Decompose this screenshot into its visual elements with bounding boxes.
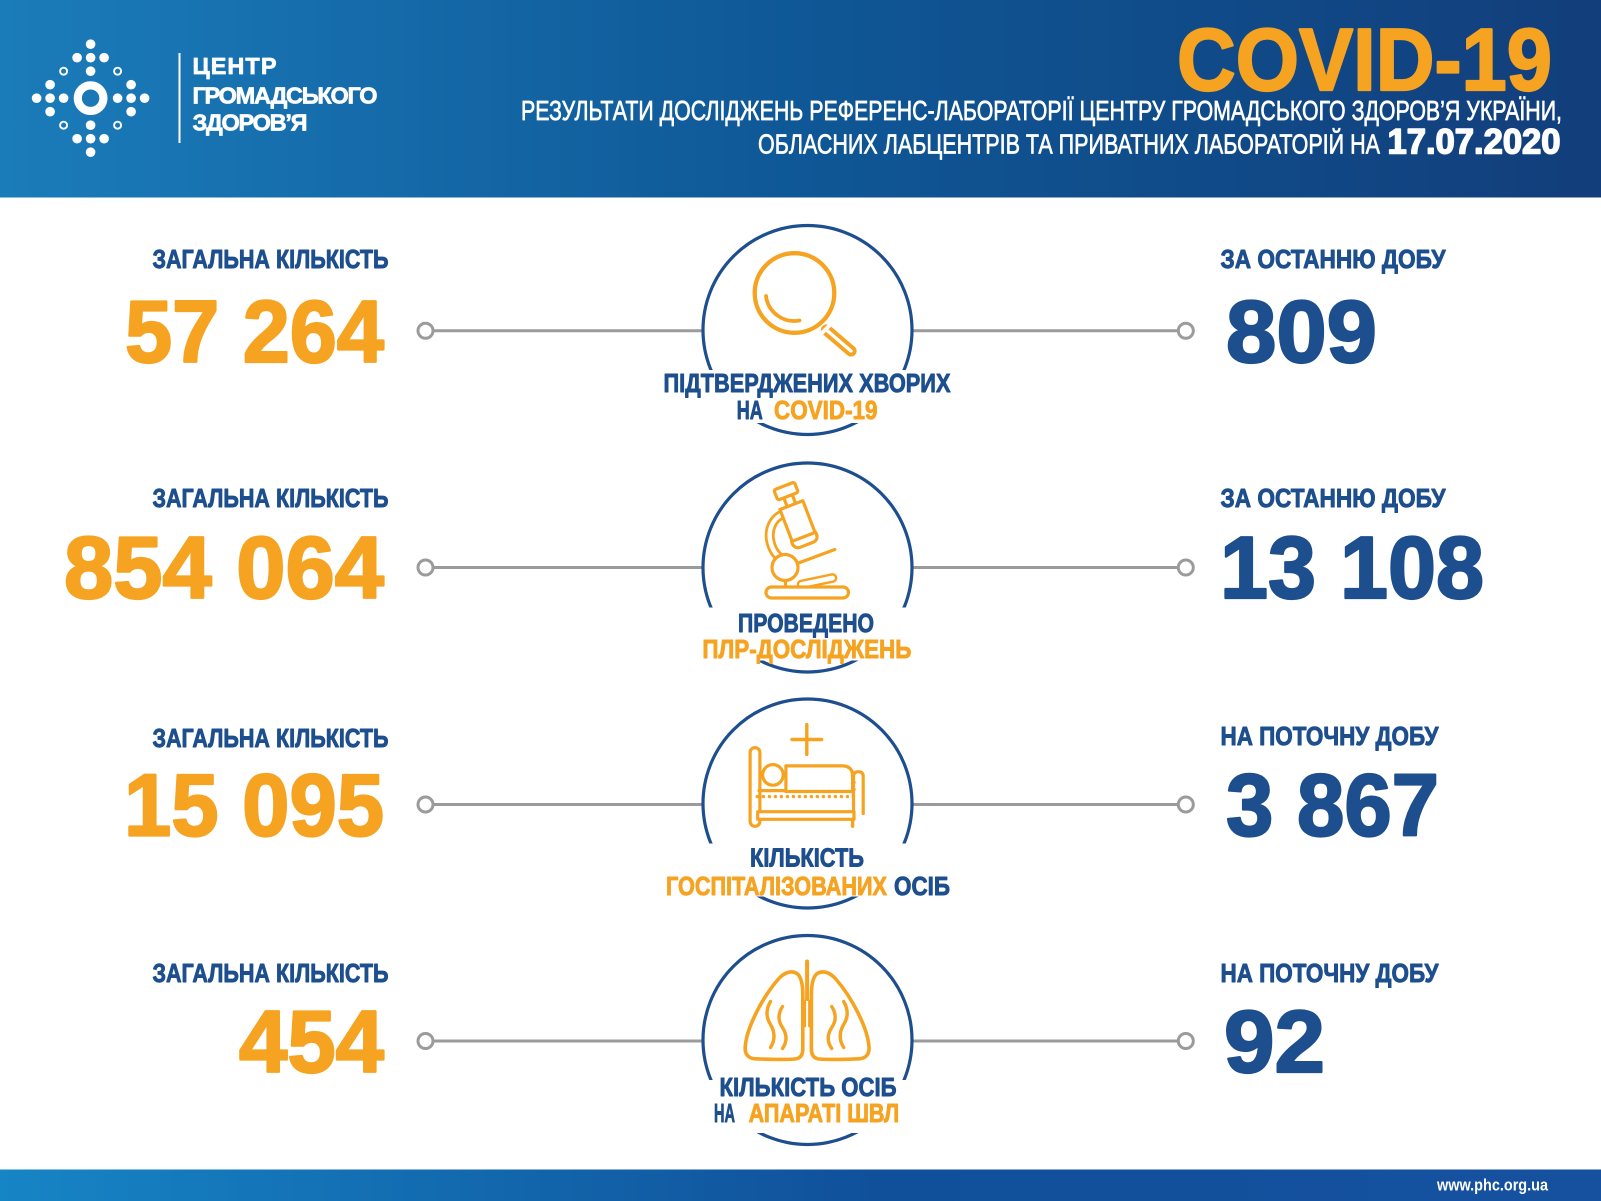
svg-text:809: 809: [1226, 282, 1377, 381]
svg-text:ЗАГАЛЬНА КІЛЬКІСТЬ: ЗАГАЛЬНА КІЛЬКІСТЬ: [153, 958, 389, 988]
svg-text:ПРОВЕДЕНО: ПРОВЕДЕНО: [738, 608, 874, 638]
svg-text:ЦЕНТР: ЦЕНТР: [193, 53, 277, 79]
svg-text:НА: НА: [714, 1098, 735, 1128]
svg-text:ОСІБ: ОСІБ: [894, 871, 950, 901]
svg-text:ЗА ОСТАННЮ ДОБУ: ЗА ОСТАННЮ ДОБУ: [1221, 483, 1447, 513]
svg-text:ПЛР-ДОСЛІДЖЕНЬ: ПЛР-ДОСЛІДЖЕНЬ: [702, 634, 911, 664]
svg-text:854 064: 854 064: [64, 518, 384, 617]
svg-text:КІЛЬКІСТЬ: КІЛЬКІСТЬ: [750, 843, 864, 873]
svg-text:454: 454: [239, 992, 384, 1091]
svg-text:НА: НА: [737, 395, 763, 425]
svg-text:57 264: 57 264: [125, 282, 384, 381]
svg-text:ГРОМАДСЬКОГО: ГРОМАДСЬКОГО: [193, 82, 378, 108]
svg-text:COVID-19: COVID-19: [1177, 10, 1552, 109]
svg-text:НА ПОТОЧНУ ДОБУ: НА ПОТОЧНУ ДОБУ: [1221, 721, 1440, 751]
svg-text:АПАРАТІ ШВЛ: АПАРАТІ ШВЛ: [749, 1098, 900, 1128]
svg-text:COVID-19: COVID-19: [774, 395, 878, 425]
svg-text:ЗАГАЛЬНА КІЛЬКІСТЬ: ЗАГАЛЬНА КІЛЬКІСТЬ: [153, 244, 389, 274]
svg-text:ПІДТВЕРДЖЕНИХ ХВОРИХ: ПІДТВЕРДЖЕНИХ ХВОРИХ: [664, 368, 952, 398]
svg-text:ЗА ОСТАННЮ ДОБУ: ЗА ОСТАННЮ ДОБУ: [1221, 244, 1447, 274]
svg-text:92: 92: [1224, 992, 1325, 1091]
svg-text:ЗДОРОВ’Я: ЗДОРОВ’Я: [193, 110, 308, 136]
svg-text:ОБЛАСНИХ ЛАБЦЕНТРІВ ТА ПРИВАТН: ОБЛАСНИХ ЛАБЦЕНТРІВ ТА ПРИВАТНИХ ЛАБОРАТ…: [758, 129, 1380, 160]
svg-text:РЕЗУЛЬТАТИ ДОСЛІДЖЕНЬ РЕФЕРЕНС: РЕЗУЛЬТАТИ ДОСЛІДЖЕНЬ РЕФЕРЕНС-ЛАБОРАТОР…: [521, 95, 1562, 126]
svg-text:НА ПОТОЧНУ ДОБУ: НА ПОТОЧНУ ДОБУ: [1221, 958, 1440, 988]
svg-text:КІЛЬКІСТЬ ОСІБ: КІЛЬКІСТЬ ОСІБ: [720, 1072, 897, 1102]
svg-text:13 108: 13 108: [1220, 518, 1484, 617]
svg-text:ЗАГАЛЬНА КІЛЬКІСТЬ: ЗАГАЛЬНА КІЛЬКІСТЬ: [153, 483, 389, 513]
svg-text:3 867: 3 867: [1226, 756, 1439, 855]
svg-text:ЗАГАЛЬНА КІЛЬКІСТЬ: ЗАГАЛЬНА КІЛЬКІСТЬ: [153, 723, 389, 753]
svg-text:www.phc.org.ua: www.phc.org.ua: [1436, 1176, 1548, 1195]
svg-text:ГОСПІТАЛІЗОВАНИХ: ГОСПІТАЛІЗОВАНИХ: [666, 871, 888, 901]
svg-text:15 095: 15 095: [124, 756, 384, 855]
svg-text:17.07.2020: 17.07.2020: [1388, 123, 1561, 162]
